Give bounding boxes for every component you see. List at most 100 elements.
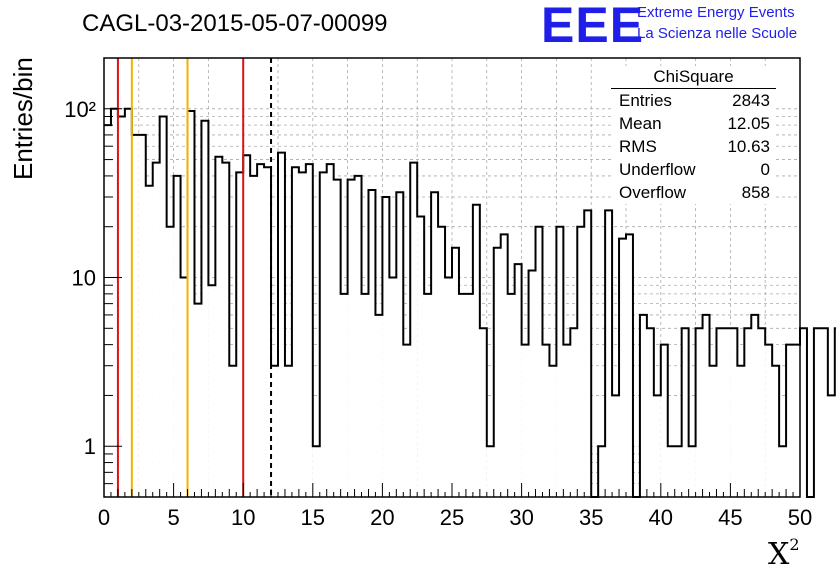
histogram-bin <box>326 164 334 497</box>
histogram-bin <box>104 125 111 497</box>
logo-line-1: Extreme Energy Events <box>637 4 795 21</box>
stats-label: Mean <box>619 114 662 133</box>
histogram-bin <box>333 179 341 497</box>
histogram-bin <box>486 446 494 497</box>
histogram-bin <box>117 116 125 497</box>
histogram-bin <box>465 293 473 497</box>
logo-line-2: La Scienza nelle Scuole <box>637 25 798 42</box>
stats-title: ChiSquare <box>611 66 776 89</box>
y-tick-label: 10 <box>72 266 96 291</box>
histogram-bin <box>445 277 452 497</box>
histogram-bin <box>173 175 181 497</box>
histogram-bin <box>779 446 787 497</box>
histogram-bin <box>577 226 585 498</box>
histogram-bin <box>152 162 160 497</box>
histogram-bin <box>820 328 828 497</box>
histogram-bin <box>744 328 752 497</box>
histogram-bin <box>772 365 780 497</box>
histogram-bin <box>619 238 626 497</box>
histogram-bin <box>563 344 571 497</box>
histogram-bin <box>410 162 418 497</box>
histogram-bin <box>549 365 557 497</box>
histogram-bin <box>438 226 446 498</box>
histogram-bin <box>291 167 299 497</box>
histogram-bin <box>215 156 223 497</box>
histogram-bin <box>236 172 244 497</box>
histogram-bin <box>528 270 536 497</box>
histogram-bin <box>340 293 348 497</box>
histogram-bin <box>298 172 306 497</box>
histogram-bin <box>396 192 404 497</box>
stats-row-rms: RMS 10.63 <box>611 135 776 158</box>
stats-box: ChiSquare Entries 2843 Mean 12.05 RMS 10… <box>611 66 776 204</box>
histogram-bin <box>479 328 487 497</box>
histogram-bars <box>104 107 836 498</box>
histogram-bin <box>187 111 195 498</box>
histogram-bin <box>458 293 466 497</box>
histogram-bin <box>730 328 738 497</box>
y-tick-label: 1 <box>84 434 96 459</box>
histogram-bin <box>765 344 773 497</box>
x-tick-label: 0 <box>98 505 110 530</box>
histogram-bin <box>222 162 230 497</box>
histogram-bin <box>180 277 188 497</box>
stats-value: 10.63 <box>727 137 770 156</box>
histogram-bin <box>535 226 543 498</box>
histogram-bin <box>493 247 501 497</box>
histogram-bin <box>312 446 320 497</box>
histogram-bin <box>166 226 174 498</box>
histogram-bin <box>834 328 836 497</box>
stats-label: Overflow <box>619 183 687 202</box>
x-tick-label: 30 <box>509 505 533 530</box>
x-tick-label: 25 <box>440 505 464 530</box>
histogram-bin <box>368 190 376 497</box>
histogram-bin <box>284 365 292 497</box>
histogram-bin <box>570 328 578 497</box>
stats-label: Underflow <box>619 160 696 179</box>
histogram-bin <box>124 108 132 497</box>
histogram-bin <box>500 234 508 497</box>
histogram-bin <box>194 303 202 497</box>
stats-row-overflow: Overflow 858 <box>611 181 776 204</box>
histogram-bin <box>278 152 285 498</box>
x-tick-label: 50 <box>788 505 812 530</box>
histogram-bin <box>424 293 432 497</box>
histogram-bin <box>598 446 606 497</box>
x-tick-label: 45 <box>718 505 742 530</box>
histogram-bin <box>382 197 390 497</box>
stats-row-underflow: Underflow 0 <box>611 158 776 181</box>
histogram-bin <box>646 328 654 497</box>
stats-value: 2843 <box>732 91 770 110</box>
histogram-bin <box>716 328 724 497</box>
x-axis-label: X2 <box>768 535 800 572</box>
y-axis-label: Entries/bin <box>8 57 38 180</box>
histogram-bin <box>542 344 550 497</box>
histogram-bin <box>681 328 689 497</box>
histogram-bin <box>556 226 564 498</box>
histogram-bin <box>257 164 265 497</box>
x-tick-label: 40 <box>649 505 673 530</box>
histogram-bin <box>737 365 745 497</box>
histogram-bin <box>660 344 668 497</box>
histogram-bin <box>653 395 661 497</box>
histogram-bin <box>674 446 682 497</box>
histogram-bin <box>361 293 369 497</box>
histogram-bin <box>702 314 710 497</box>
histogram-bin <box>793 344 800 497</box>
histogram-bin <box>584 210 592 497</box>
histogram-bin <box>305 164 313 497</box>
histogram-bin <box>319 172 327 497</box>
histogram-bin <box>110 108 118 497</box>
histogram-bin <box>131 134 139 497</box>
histogram-bin <box>138 134 146 497</box>
histogram-bin <box>472 204 480 497</box>
histogram-bin <box>758 328 766 497</box>
stats-row-entries: Entries 2843 <box>611 89 776 112</box>
histogram-bin <box>347 179 355 497</box>
histogram-bin <box>250 175 258 497</box>
histogram-bin <box>375 314 383 497</box>
histogram-bin <box>639 314 647 497</box>
stats-value: 0 <box>760 160 770 179</box>
histogram-bin <box>159 116 167 497</box>
